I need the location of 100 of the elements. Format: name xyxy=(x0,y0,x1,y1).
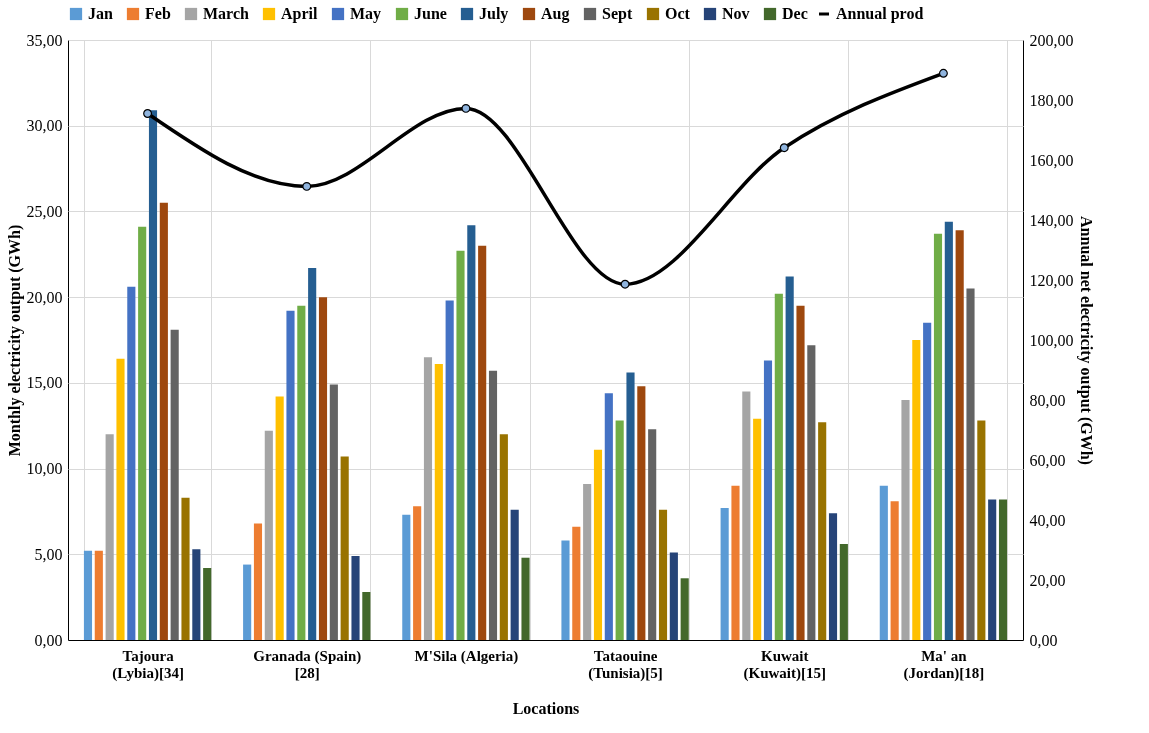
y-tick-label: 15,00 xyxy=(26,374,63,392)
bar xyxy=(785,276,794,640)
y-tick-label: 20,00 xyxy=(26,288,63,306)
bar xyxy=(318,297,328,640)
bar xyxy=(445,300,454,640)
bar xyxy=(499,434,508,640)
y2-tick-label: 60,00 xyxy=(1029,451,1066,469)
legend-label: Dec xyxy=(782,5,808,22)
bar xyxy=(402,514,411,640)
x-tick-label: M'Sila (Algeria) xyxy=(414,647,519,665)
bar xyxy=(720,508,729,640)
bar xyxy=(615,420,624,640)
bar xyxy=(944,221,953,640)
legend-label: Aug xyxy=(541,5,570,23)
legend-label: May xyxy=(350,5,382,23)
legend-label: Oct xyxy=(665,5,691,22)
bar xyxy=(94,550,103,640)
legend-label: March xyxy=(203,5,250,22)
legend-label: Nov xyxy=(722,5,750,22)
point xyxy=(620,279,630,289)
bar xyxy=(648,429,657,640)
y2-tick-label: 80,00 xyxy=(1029,391,1066,409)
bar xyxy=(561,540,570,640)
point xyxy=(302,181,312,191)
legend-label: July xyxy=(479,5,509,23)
bar xyxy=(340,456,349,640)
bar xyxy=(742,391,751,640)
point xyxy=(779,143,789,153)
y-tick-label: 10,00 xyxy=(26,460,63,478)
y2-tick-label: 200,00 xyxy=(1029,31,1074,49)
bar xyxy=(423,357,433,640)
bar xyxy=(807,345,816,640)
bar xyxy=(637,386,646,640)
y-axis-title: Monthly electricity output (GWh) xyxy=(5,224,24,457)
bar xyxy=(456,250,465,640)
bar xyxy=(593,449,603,640)
bar xyxy=(488,370,498,640)
bar xyxy=(159,202,168,640)
bar xyxy=(105,434,114,640)
bar xyxy=(521,557,530,640)
bar xyxy=(912,340,921,640)
bar xyxy=(763,360,773,640)
bar xyxy=(127,286,136,640)
bar xyxy=(148,110,158,640)
bar xyxy=(308,268,317,640)
bar xyxy=(181,497,190,640)
bar xyxy=(731,485,740,640)
bar xyxy=(774,293,783,640)
point xyxy=(461,103,471,113)
point xyxy=(938,68,948,78)
bar xyxy=(901,400,910,640)
y2-axis-title: Annual net electricity output (GWh) xyxy=(1076,216,1095,465)
bar xyxy=(658,509,668,640)
bar xyxy=(286,310,295,640)
bar xyxy=(203,568,212,640)
bar xyxy=(933,233,943,640)
bar xyxy=(604,393,613,640)
bar xyxy=(572,526,581,640)
bar xyxy=(998,499,1008,640)
y2-tick-label: 120,00 xyxy=(1029,271,1074,289)
legend-label: Annual prod xyxy=(836,5,924,23)
bar xyxy=(988,499,997,640)
x-axis-title: Locations xyxy=(512,699,580,717)
bar xyxy=(680,578,689,640)
bar xyxy=(839,544,848,640)
bar xyxy=(955,230,964,640)
legend-label: Jan xyxy=(88,5,113,22)
bar xyxy=(243,564,252,640)
bar xyxy=(362,592,371,640)
legend-label: April xyxy=(281,5,318,23)
point xyxy=(143,109,153,118)
bar xyxy=(138,226,147,640)
bar xyxy=(890,501,899,640)
bar xyxy=(818,422,827,640)
y-tick-label: 5,00 xyxy=(34,545,63,563)
bar xyxy=(192,549,201,640)
bar xyxy=(297,305,306,640)
bar xyxy=(478,245,487,640)
bar xyxy=(253,523,263,640)
bar xyxy=(966,288,975,640)
bar xyxy=(116,358,125,640)
bar xyxy=(351,556,360,640)
bar xyxy=(467,225,476,640)
legend-label: Feb xyxy=(145,5,171,22)
bar xyxy=(329,384,338,640)
legend-label: June xyxy=(414,5,447,22)
x-tick-label: Granada (Spain) [28] xyxy=(253,647,362,681)
bar xyxy=(83,550,93,640)
legend-label: Sept xyxy=(602,5,633,23)
bar xyxy=(170,329,179,640)
y2-tick-label: 100,00 xyxy=(1029,331,1074,349)
y2-tick-label: 20,00 xyxy=(1029,571,1066,589)
y-tick-label: 30,00 xyxy=(26,117,63,135)
bar xyxy=(977,420,986,640)
bar xyxy=(583,484,592,640)
y2-tick-label: 140,00 xyxy=(1029,211,1074,229)
bar xyxy=(753,418,762,640)
bar xyxy=(413,506,422,640)
x-tick-label: Tajoura (Lybia)[34] xyxy=(112,647,184,682)
bar xyxy=(510,509,519,640)
